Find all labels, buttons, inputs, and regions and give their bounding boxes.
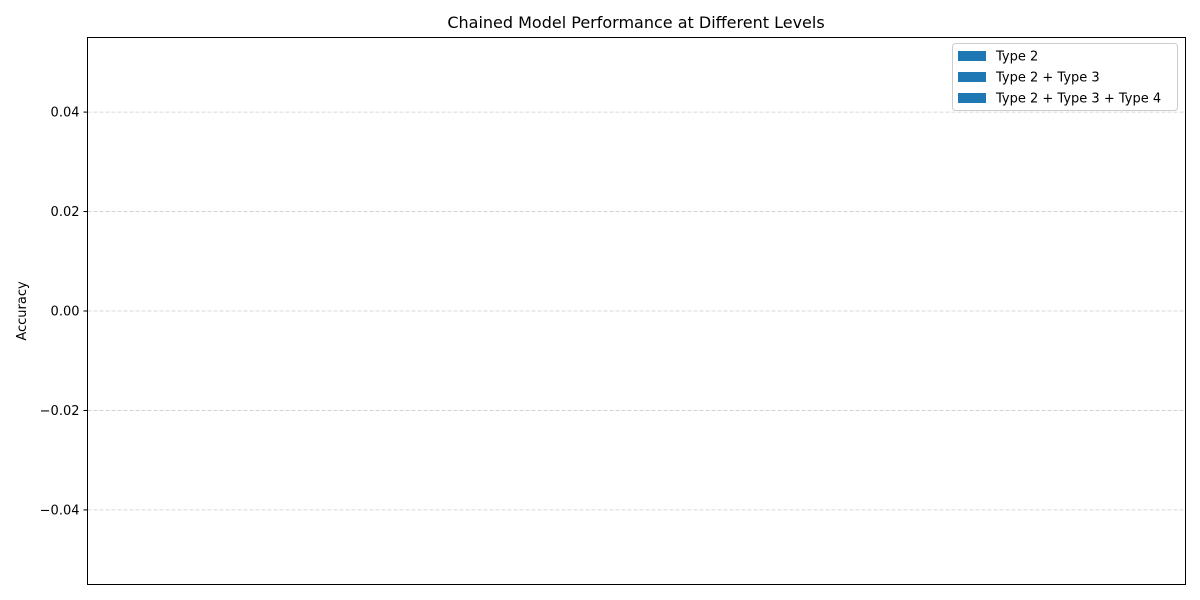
legend-label: Type 2 [995,50,1038,65]
y-tick-label: 0.02 [51,205,80,220]
y-tick-label: 0.00 [51,305,80,320]
y-tick-label: −0.02 [40,404,80,419]
y-tick-label: −0.04 [40,503,80,518]
chart-title: Chained Model Performance at Different L… [447,13,824,32]
legend-label: Type 2 + Type 3 + Type 4 [995,92,1161,107]
legend-swatch [958,93,986,103]
y-tick-label: 0.04 [51,106,80,121]
y-axis-ticks: −0.04 −0.02 0.00 0.02 0.04 [40,106,88,519]
legend: Type 2 Type 2 + Type 3 Type 2 + Type 3 + T… [953,44,1178,111]
gridlines [88,112,1186,510]
legend-label: Type 2 + Type 3 [995,71,1100,86]
legend-swatch [958,51,986,61]
y-axis-label: Accuracy [15,281,30,341]
legend-swatch [958,72,986,82]
